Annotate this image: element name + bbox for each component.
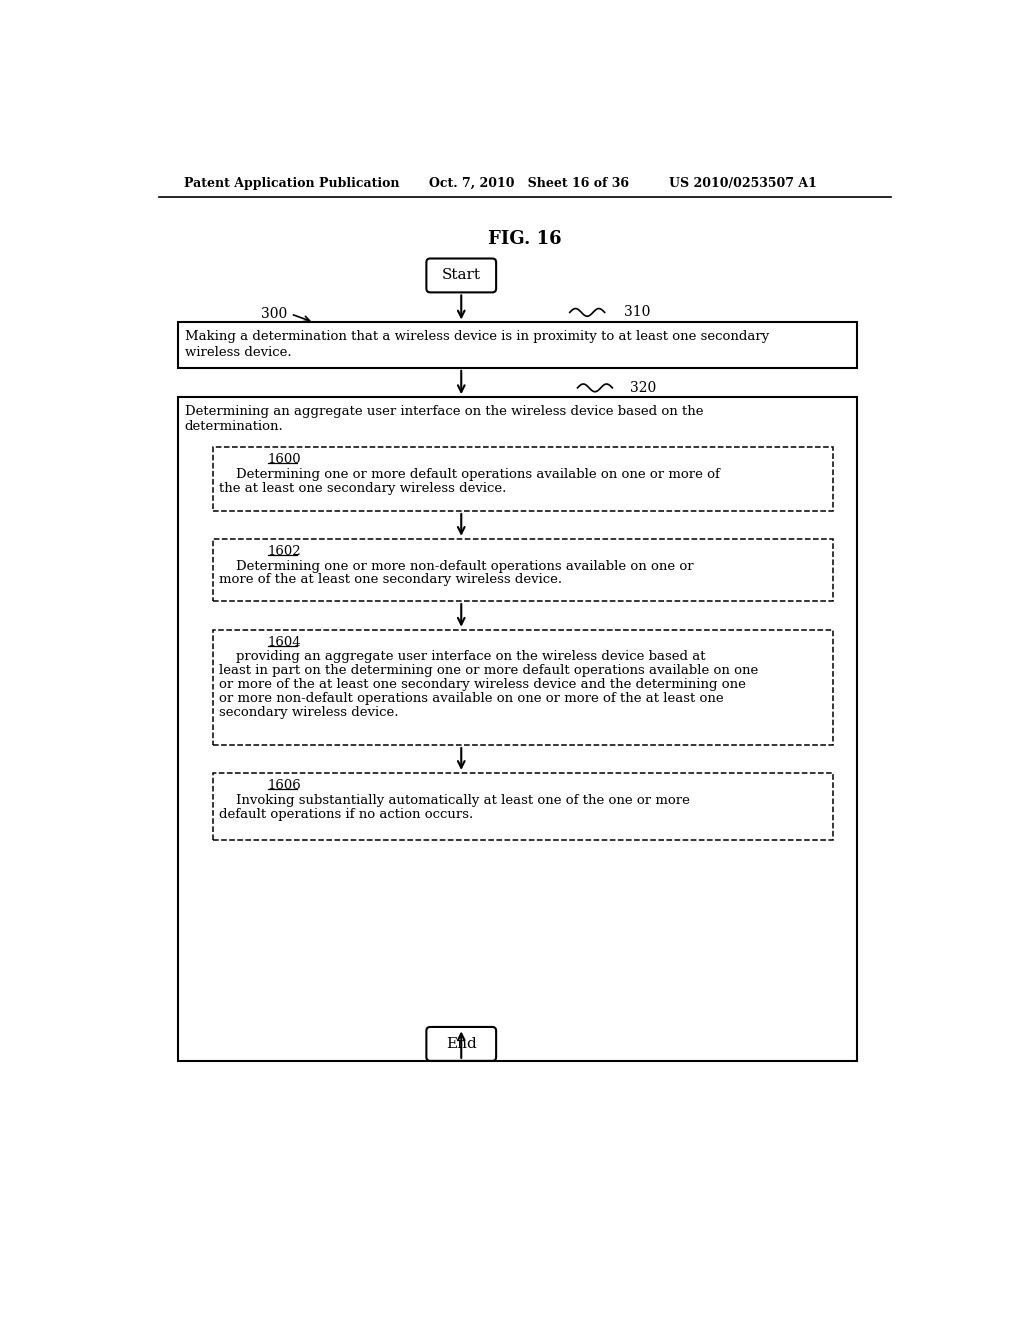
Text: or more non-default operations available on one or more of the at least one: or more non-default operations available… (219, 692, 724, 705)
Text: 320: 320 (630, 381, 656, 395)
Text: default operations if no action occurs.: default operations if no action occurs. (219, 808, 474, 821)
Text: secondary wireless device.: secondary wireless device. (219, 706, 399, 719)
Bar (213, 630, 834, 744)
Text: Oct. 7, 2010   Sheet 16 of 36: Oct. 7, 2010 Sheet 16 of 36 (429, 177, 629, 190)
Text: Determining an aggregate user interface on the wireless device based on the: Determining an aggregate user interface … (184, 405, 703, 418)
Text: Start: Start (441, 268, 480, 282)
Text: 300: 300 (260, 308, 287, 321)
Text: or more of the at least one secondary wireless device and the determining one: or more of the at least one secondary wi… (219, 678, 746, 692)
Bar (178, 322, 856, 368)
Bar (178, 397, 856, 1061)
Text: 1604: 1604 (267, 636, 301, 649)
Text: Determining one or more non-default operations available on one or: Determining one or more non-default oper… (219, 560, 694, 573)
Text: Making a determination that a wireless device is in proximity to at least one se: Making a determination that a wireless d… (184, 330, 769, 343)
Text: US 2010/0253507 A1: US 2010/0253507 A1 (669, 177, 817, 190)
Text: determination.: determination. (184, 420, 284, 433)
Text: least in part on the determining one or more default operations available on one: least in part on the determining one or … (219, 664, 759, 677)
Bar (213, 774, 834, 840)
Text: 310: 310 (624, 305, 650, 319)
Bar (213, 539, 834, 601)
Text: 1602: 1602 (267, 545, 301, 558)
Text: Patent Application Publication: Patent Application Publication (183, 177, 399, 190)
FancyBboxPatch shape (426, 1027, 496, 1061)
Text: 1600: 1600 (267, 453, 301, 466)
Text: End: End (445, 1038, 476, 1051)
Text: wireless device.: wireless device. (184, 346, 291, 359)
Text: the at least one secondary wireless device.: the at least one secondary wireless devi… (219, 482, 507, 495)
FancyBboxPatch shape (426, 259, 496, 293)
Text: more of the at least one secondary wireless device.: more of the at least one secondary wirel… (219, 573, 562, 586)
Bar (213, 447, 834, 511)
Text: 1606: 1606 (267, 779, 301, 792)
Text: Invoking substantially automatically at least one of the one or more: Invoking substantially automatically at … (219, 793, 690, 807)
Text: providing an aggregate user interface on the wireless device based at: providing an aggregate user interface on… (219, 651, 706, 664)
Text: Determining one or more default operations available on one or more of: Determining one or more default operatio… (219, 469, 720, 480)
Text: FIG. 16: FIG. 16 (488, 230, 561, 248)
